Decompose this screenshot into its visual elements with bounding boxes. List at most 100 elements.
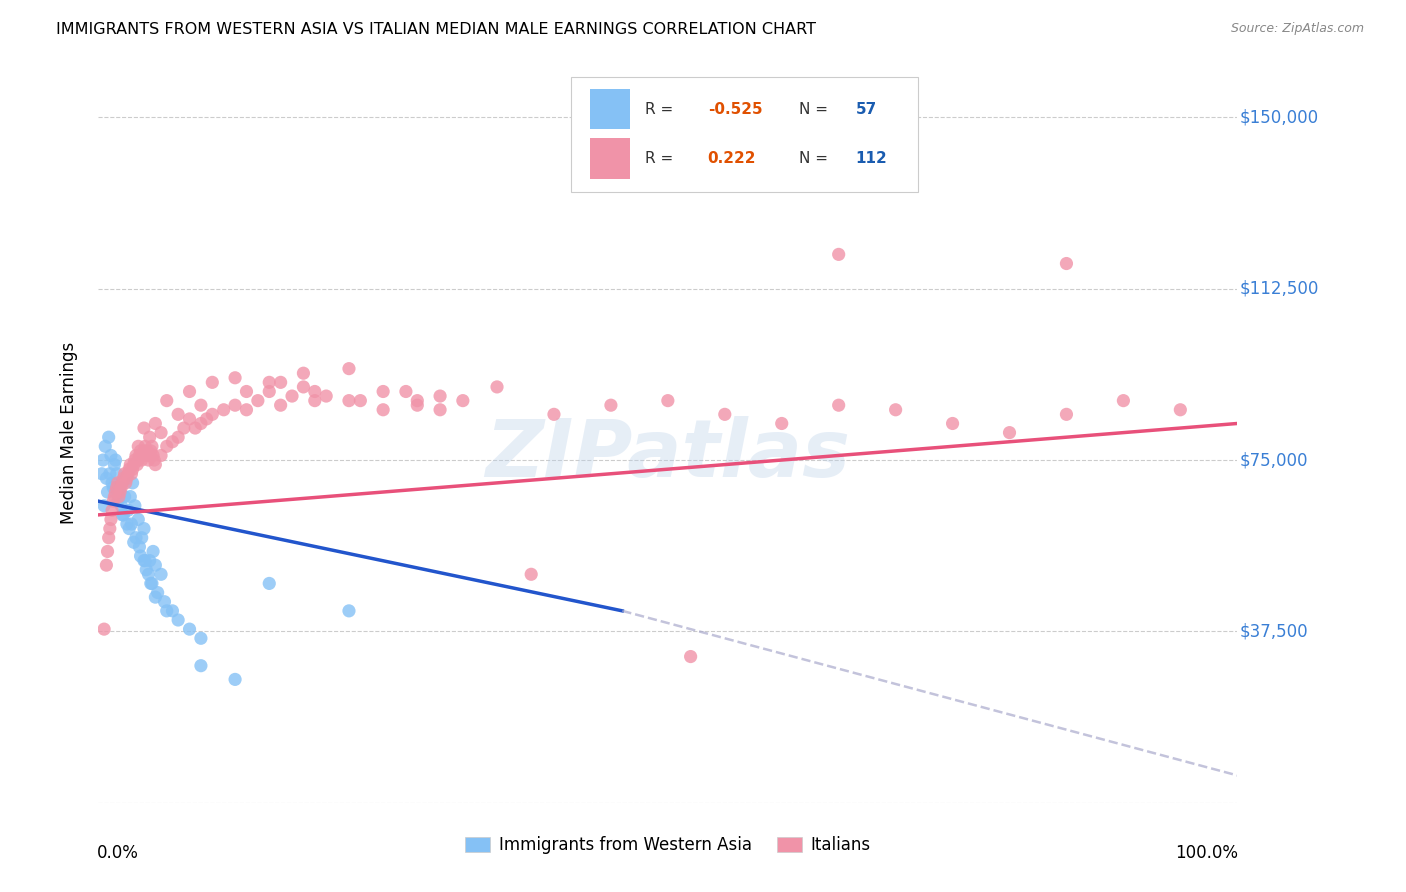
Point (103, 490, 125, 504)
Point (132, 421, 155, 435)
Point (114, 490, 136, 504)
Point (93, 499, 115, 513)
Point (224, 398, 246, 412)
Point (349, 393, 371, 408)
Point (139, 443, 162, 458)
Point (828, 398, 851, 412)
Point (167, 430, 190, 444)
Point (1170, 402, 1192, 417)
Point (167, 408, 190, 422)
Point (1112, 393, 1135, 408)
Point (1054, 408, 1078, 422)
Point (135, 449, 157, 463)
Point (281, 389, 304, 403)
Point (942, 417, 965, 431)
Point (136, 443, 159, 458)
Point (100, 449, 122, 463)
Point (1054, 256, 1078, 270)
Point (112, 471, 135, 485)
Point (429, 402, 451, 417)
Point (111, 508, 134, 522)
Point (714, 408, 737, 422)
Point (103, 494, 125, 508)
Point (98, 467, 121, 481)
Point (96, 485, 118, 500)
Point (145, 458, 167, 472)
Point (111, 475, 134, 490)
Point (142, 449, 165, 463)
Point (107, 475, 129, 490)
Point (259, 376, 281, 390)
Point (120, 458, 142, 472)
Point (115, 471, 138, 485)
Point (235, 402, 257, 417)
Point (304, 393, 326, 408)
Point (145, 417, 167, 431)
Point (104, 453, 127, 467)
Text: 57: 57 (856, 102, 877, 117)
Point (451, 393, 474, 408)
Text: Source: ZipAtlas.com: Source: ZipAtlas.com (1230, 22, 1364, 36)
Point (108, 490, 131, 504)
Text: 0.222: 0.222 (707, 151, 756, 166)
Point (153, 595, 176, 609)
Point (100, 512, 122, 526)
Point (122, 458, 145, 472)
Point (134, 439, 156, 453)
Point (235, 384, 257, 399)
Point (150, 425, 173, 440)
Point (212, 402, 235, 417)
Point (162, 604, 184, 618)
Point (371, 384, 394, 399)
Text: ZIPatlas: ZIPatlas (485, 416, 851, 494)
FancyBboxPatch shape (591, 88, 630, 129)
Point (292, 380, 315, 394)
Text: $112,500: $112,500 (1240, 280, 1319, 298)
Point (127, 453, 149, 467)
Point (114, 475, 136, 490)
Point (101, 503, 124, 517)
Point (98, 522, 121, 536)
Point (108, 485, 131, 500)
Point (371, 402, 394, 417)
Text: $75,000: $75,000 (1240, 451, 1308, 469)
Point (179, 622, 201, 636)
Point (120, 467, 142, 481)
Point (998, 425, 1021, 440)
Point (156, 439, 179, 453)
Point (150, 449, 173, 463)
Point (132, 522, 155, 536)
Point (657, 393, 679, 408)
Point (520, 567, 543, 582)
Point (190, 632, 212, 646)
Point (429, 389, 451, 403)
Point (103, 480, 125, 494)
Point (118, 462, 141, 476)
Point (121, 462, 143, 476)
Point (145, 590, 167, 604)
Point (97, 531, 120, 545)
Point (139, 576, 162, 591)
Point (150, 567, 173, 582)
Point (131, 531, 153, 545)
Point (107, 494, 129, 508)
Point (190, 417, 212, 431)
Point (117, 467, 139, 481)
Point (146, 585, 169, 599)
Point (138, 449, 160, 463)
Point (125, 531, 148, 545)
Point (184, 421, 207, 435)
Point (104, 485, 127, 500)
Point (127, 458, 149, 472)
Point (96, 544, 118, 558)
Point (110, 480, 132, 494)
Text: IMMIGRANTS FROM WESTERN ASIA VS ITALIAN MEDIAN MALE EARNINGS CORRELATION CHART: IMMIGRANTS FROM WESTERN ASIA VS ITALIAN … (56, 22, 817, 37)
Point (125, 449, 148, 463)
Point (138, 430, 160, 444)
Point (143, 453, 166, 467)
Point (124, 499, 146, 513)
Point (94, 439, 117, 453)
Point (93, 622, 115, 636)
Point (304, 384, 326, 399)
Text: $150,000: $150,000 (1240, 108, 1319, 127)
